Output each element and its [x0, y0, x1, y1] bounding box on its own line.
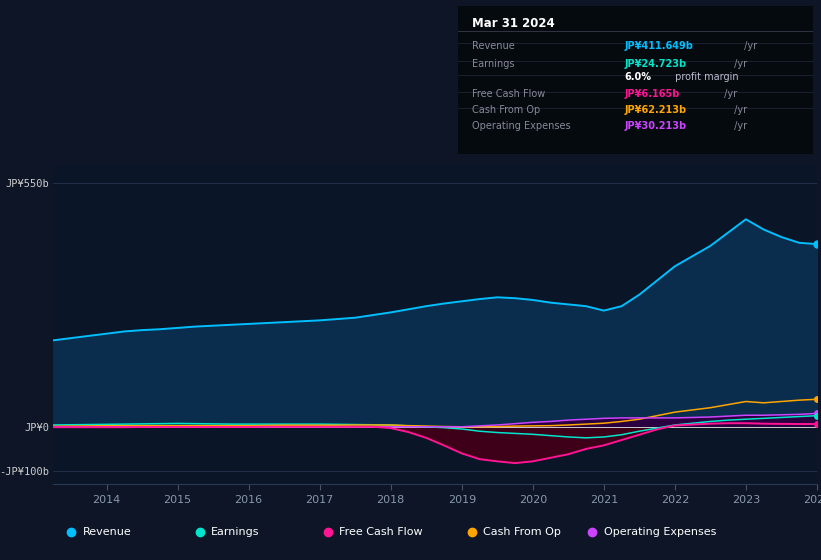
- Text: /yr: /yr: [732, 105, 747, 115]
- Text: JP¥24.723b: JP¥24.723b: [625, 59, 687, 69]
- Text: /yr: /yr: [722, 88, 737, 99]
- Text: 6.0%: 6.0%: [625, 72, 652, 82]
- Text: Cash From Op: Cash From Op: [472, 105, 540, 115]
- Text: Operating Expenses: Operating Expenses: [603, 527, 716, 537]
- Text: JP¥30.213b: JP¥30.213b: [625, 122, 687, 132]
- Text: Operating Expenses: Operating Expenses: [472, 122, 571, 132]
- Text: Free Cash Flow: Free Cash Flow: [472, 88, 546, 99]
- Text: Revenue: Revenue: [83, 527, 131, 537]
- Text: JP¥411.649b: JP¥411.649b: [625, 41, 694, 51]
- Text: profit margin: profit margin: [672, 72, 738, 82]
- Text: Mar 31 2024: Mar 31 2024: [472, 17, 555, 30]
- Text: JP¥62.213b: JP¥62.213b: [625, 105, 687, 115]
- Text: Earnings: Earnings: [472, 59, 515, 69]
- Text: Free Cash Flow: Free Cash Flow: [339, 527, 423, 537]
- Text: /yr: /yr: [741, 41, 757, 51]
- Text: Earnings: Earnings: [211, 527, 259, 537]
- Text: JP¥6.165b: JP¥6.165b: [625, 88, 680, 99]
- Text: Revenue: Revenue: [472, 41, 515, 51]
- Text: /yr: /yr: [732, 59, 747, 69]
- Text: Cash From Op: Cash From Op: [483, 527, 561, 537]
- Text: /yr: /yr: [732, 122, 747, 132]
